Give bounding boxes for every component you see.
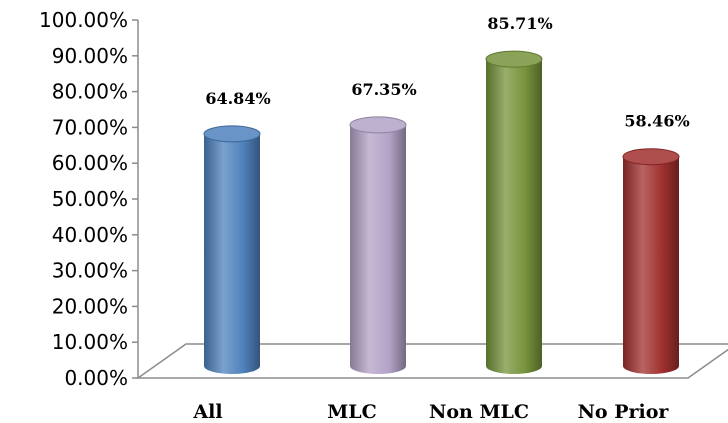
bar-top (622, 148, 680, 166)
bar (622, 148, 680, 374)
bars (203, 50, 680, 375)
bar (349, 116, 407, 375)
data-label: 58.46% (624, 112, 689, 131)
y-tick-label: 30.00% (52, 259, 128, 283)
x-tick-label: MLC (327, 401, 377, 423)
bar-body (623, 156, 679, 374)
y-tick-label: 100.00% (39, 8, 128, 32)
bar-top (485, 50, 543, 68)
bar-top (203, 125, 261, 143)
data-label: 67.35% (351, 80, 416, 99)
x-tick-label: No Prior (578, 401, 670, 423)
x-tick-label: Non MLC (429, 401, 529, 423)
y-tick-label: 50.00% (52, 187, 128, 211)
y-tick-label: 40.00% (52, 223, 128, 247)
y-axis: 0.00% 10.00% 20.00% 30.00% 40.00% 50.00% 60.00… (39, 8, 138, 390)
x-axis: All MLC Non MLC No Prior (192, 401, 669, 423)
bar-body (350, 124, 406, 375)
floor-plane (135, 343, 728, 379)
y-tick-label: 80.00% (52, 80, 128, 104)
bar (203, 125, 261, 374)
x-tick-label: All (192, 401, 222, 423)
y-tick-label: 0.00% (64, 366, 128, 390)
y-tick-label: 60.00% (52, 151, 128, 175)
bar (485, 50, 543, 374)
y-tick-label: 90.00% (52, 44, 128, 68)
y-tick-label: 20.00% (52, 294, 128, 318)
bar-top (349, 116, 407, 134)
y-tick-label: 70.00% (52, 115, 128, 139)
data-labels: 64.84% 67.35% 85.71% 58.46% (205, 14, 689, 131)
data-label: 85.71% (487, 14, 552, 33)
data-label: 64.84% (205, 89, 270, 108)
bar-body (486, 59, 542, 374)
bar-body (204, 133, 260, 374)
y-tick-label: 10.00% (52, 330, 128, 354)
